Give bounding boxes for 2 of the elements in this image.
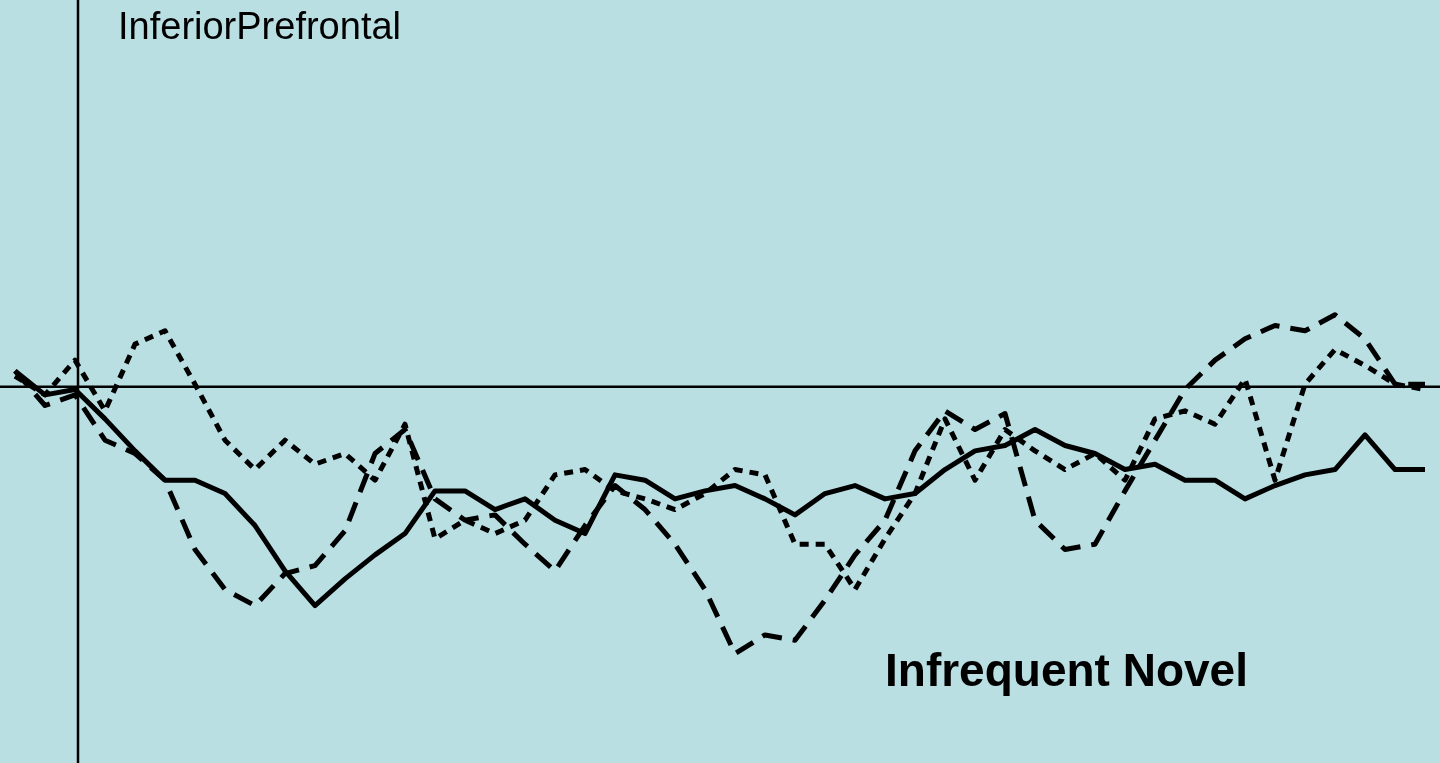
annotation: Infrequent Novel xyxy=(885,644,1248,696)
chart-title: InferiorPrefrontal xyxy=(118,5,402,47)
